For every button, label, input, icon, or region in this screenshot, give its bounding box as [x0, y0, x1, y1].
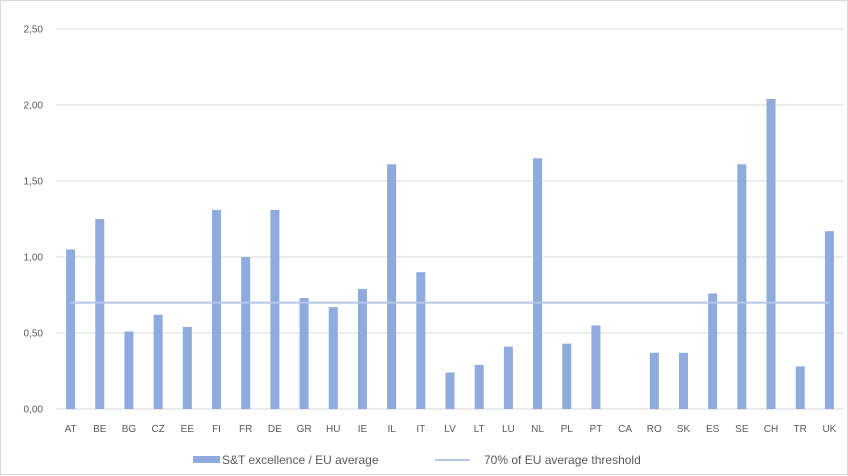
legend: S&T excellence / EU average 70% of EU ave…	[193, 453, 641, 467]
x-tick-label: FI	[212, 424, 221, 435]
bar-fi	[212, 209, 222, 409]
x-tick-label: IL	[387, 424, 396, 435]
y-tick-label: 2,00	[24, 101, 44, 112]
bar-sk	[678, 352, 688, 409]
bar-lv	[445, 372, 455, 409]
bar-tr	[795, 366, 805, 409]
x-tick-label: SE	[735, 424, 749, 435]
x-tick-label: LV	[444, 424, 456, 435]
x-tick-label: LU	[502, 424, 515, 435]
x-tick-label: EE	[181, 424, 195, 435]
bar-lt	[474, 364, 484, 409]
bar-bg	[124, 331, 134, 409]
x-tick-label: TR	[794, 424, 807, 435]
bar-es	[708, 293, 718, 409]
x-tick-label: PT	[590, 424, 603, 435]
bar-pl	[562, 343, 572, 409]
bar-be	[95, 219, 105, 409]
x-tick-label: LT	[474, 424, 485, 435]
x-tick-label: RO	[647, 424, 662, 435]
gridlines	[56, 28, 844, 410]
y-tick-label: 0,00	[24, 405, 44, 416]
bar-at	[66, 249, 76, 409]
bar-il	[387, 164, 397, 409]
bar-ee	[182, 326, 192, 409]
x-tick-label: PL	[561, 424, 574, 435]
y-tick-label: 2,50	[24, 25, 44, 36]
x-tick-label: CZ	[151, 424, 164, 435]
x-tick-label: FR	[239, 424, 252, 435]
bar-nl	[533, 158, 543, 409]
x-tick-label: DE	[268, 424, 282, 435]
bar-cz	[153, 314, 163, 409]
x-tick-label: CA	[618, 424, 632, 435]
x-tick-label: IT	[416, 424, 425, 435]
bar-fr	[241, 257, 251, 409]
x-tick-label: ES	[706, 424, 720, 435]
x-tick-label: AT	[65, 424, 77, 435]
x-tick-label: GR	[297, 424, 312, 435]
x-tick-label: UK	[822, 424, 836, 435]
bar-se	[737, 164, 747, 409]
y-tick-label: 1,00	[24, 253, 44, 264]
bar-it	[416, 272, 426, 409]
x-tick-label: HU	[326, 424, 340, 435]
x-tick-label: NL	[531, 424, 544, 435]
bar-ch	[766, 98, 776, 410]
legend-label-bar: S&T excellence / EU average	[222, 453, 379, 467]
bar-ie	[357, 288, 367, 409]
x-tick-label: SK	[677, 424, 691, 435]
bar-series	[66, 98, 834, 410]
legend-label-line: 70% of EU average threshold	[484, 453, 641, 467]
bar-lu	[503, 346, 513, 409]
x-tick-label: BG	[122, 424, 137, 435]
bar-hu	[328, 307, 338, 409]
x-axis-tick-labels: AT BE BG CZ EE FI FR DE GR HU IE IL IT LV LT LU NL PL PT CA…	[65, 424, 837, 435]
legend-swatch-bar	[193, 456, 220, 463]
x-tick-label: IE	[358, 424, 368, 435]
x-tick-label: CH	[764, 424, 778, 435]
x-tick-label: BE	[93, 424, 107, 435]
bar-gr	[299, 298, 309, 409]
y-tick-label: 0,50	[24, 329, 44, 340]
bar-de	[270, 209, 280, 409]
bar-ro	[649, 352, 659, 409]
y-axis-tick-labels: 0,00 0,50 1,00 1,50 2,00 2,50	[24, 25, 44, 416]
bar-uk	[824, 231, 834, 409]
y-tick-label: 1,50	[24, 177, 44, 188]
bar-pt	[591, 325, 601, 409]
